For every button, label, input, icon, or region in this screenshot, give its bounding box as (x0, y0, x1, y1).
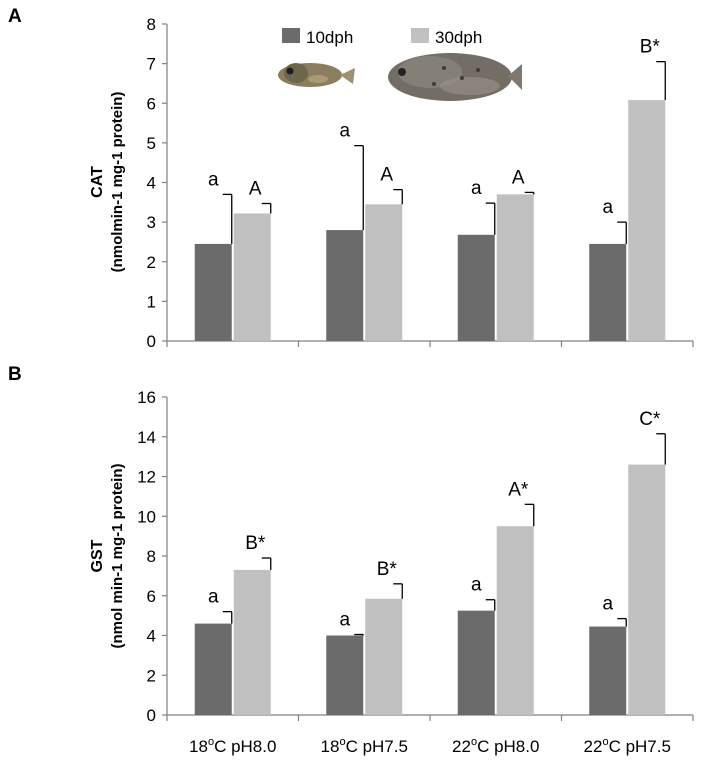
panel-b-ylabel-main: GST (89, 539, 106, 572)
panel-a-significance-label: A (249, 179, 262, 200)
panel-a-plot: 0 1 2 3 4 5 6 7 8 a Aa Aa Aa B* (147, 15, 694, 351)
panel-b-letter: B (8, 364, 22, 385)
panel-b-bar-10dph (589, 626, 627, 715)
panel-a-y-tick-label: 5 (147, 134, 156, 153)
panel-a-ylabel: CAT (nmolmin-1 mg-1 protein) (89, 92, 126, 273)
panel-a-bar-30dph (628, 100, 666, 341)
panel-a-bar-30dph (233, 213, 271, 341)
panel-a-y-tick-label: 7 (147, 55, 156, 74)
panel-b-category-label: 22oC pH7.5 (584, 736, 671, 756)
panel-b-significance-label: C* (639, 409, 661, 430)
larva-30dph-icon (388, 53, 522, 101)
panel-b-ylabel: GST (nmol min-1 mg-1 protein) (89, 464, 126, 649)
panel-b-category-label: 18oC pH7.5 (321, 736, 408, 756)
panel-a-y-tick-label: 0 (147, 332, 156, 351)
panel-a-ylabel-main: CAT (89, 166, 106, 198)
legend-label-30dph: 30dph (435, 28, 482, 47)
legend-swatch-10dph (282, 28, 300, 43)
panel-a-significance-label: a (471, 178, 482, 199)
panel-b-y-tick-label: 12 (137, 468, 156, 487)
panel-b-y-tick-label: 14 (137, 428, 156, 447)
panel-b-y-tick-label: 16 (137, 388, 156, 407)
panel-b-bar-30dph (628, 464, 666, 715)
panel-a-bar-10dph (326, 230, 364, 341)
panel-b-y-tick-label: 10 (137, 507, 156, 526)
panel-b-plot: 0 2 4 6 8 10 12 14 16 a B* 18oC pH8.0 a B* 18oC pH7.5 a… (137, 388, 694, 756)
panel-b-y-tick-label: 2 (147, 666, 156, 685)
panel-a-y-tick-label: 3 (147, 213, 156, 232)
panel-b-y-tick-label: 4 (147, 627, 156, 646)
panel-b-ylabel-units: (nmol min-1 mg-1 protein) (109, 464, 126, 649)
panel-b-y-tick-label: 8 (147, 547, 156, 566)
panel-a-significance-label: A (512, 167, 525, 188)
panel-b-significance-label: a (602, 594, 613, 615)
panel-b-bar-30dph (496, 526, 534, 715)
panel-a-y-tick-label: 2 (147, 253, 156, 272)
panel-b-bar-30dph (233, 569, 271, 715)
panel-b-bar-10dph (457, 610, 495, 715)
panel-a-bar-30dph (365, 204, 403, 341)
panel-b-significance-label: a (471, 575, 482, 596)
panel-b-significance-label: a (339, 610, 350, 631)
panel-b-y-tick-label: 6 (147, 587, 156, 606)
panel-b-significance-label: B* (377, 559, 398, 580)
panel-b-bar-10dph (194, 623, 232, 715)
legend: 10dph 30dph (282, 28, 482, 47)
panel-a-bar-10dph (194, 243, 232, 341)
panel-b-bar-30dph (365, 598, 403, 715)
panel-a-y-tick-label: 4 (147, 174, 156, 193)
panel-a-bar-10dph (457, 234, 495, 341)
panel-a-bar-30dph (496, 194, 534, 341)
panel-a-y-tick-label: 6 (147, 94, 156, 113)
panel-b-bar-10dph (326, 635, 364, 715)
panel-b-category-label: 22oC pH8.0 (452, 736, 539, 756)
panel-a-y-tick-label: 1 (147, 292, 156, 311)
panel-a-ylabel-units: (nmolmin-1 mg-1 protein) (109, 92, 126, 273)
larva-10dph-icon (278, 63, 355, 87)
panel-b-significance-label: a (208, 587, 219, 608)
panel-b-category-label: 18oC pH8.0 (189, 736, 276, 756)
panel-b-significance-label: B* (245, 533, 266, 554)
panel-a-bar-10dph (589, 243, 627, 341)
legend-swatch-30dph (411, 28, 429, 43)
panel-a-y-tick-label: 8 (147, 15, 156, 34)
panel-a-significance-label: B* (640, 37, 661, 58)
panel-b-significance-label: A* (508, 479, 529, 500)
panel-a-letter: A (8, 6, 22, 27)
panel-a-significance-label: a (208, 169, 219, 190)
panel-a-significance-label: a (339, 121, 350, 142)
panel-a-significance-label: a (602, 197, 613, 218)
legend-label-10dph: 10dph (306, 28, 353, 47)
panel-a-significance-label: A (380, 165, 393, 186)
panel-b-y-tick-label: 0 (147, 706, 156, 725)
